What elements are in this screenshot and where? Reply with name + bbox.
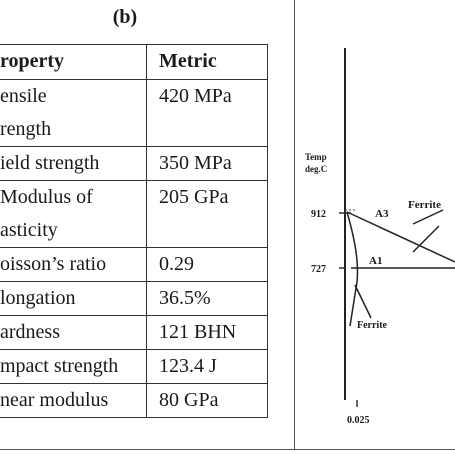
property-text: ardness xyxy=(0,321,60,343)
ferrite-label-upper: Ferrite xyxy=(408,199,441,211)
a3-label: A3 xyxy=(375,208,389,220)
table-row: near modulus 80 GPa xyxy=(0,383,268,418)
property-text: asticity xyxy=(0,219,58,241)
metric-cell: 80 GPa xyxy=(146,383,268,418)
property-cell: Modulus of asticity xyxy=(0,180,147,248)
property-cell: ield strength xyxy=(0,146,147,181)
tick-label-0025: 0.025 xyxy=(347,415,370,426)
header-property: roperty xyxy=(0,44,147,80)
ferrite-pointer-upper-arm xyxy=(412,225,440,253)
metric-cell: 350 MPa xyxy=(146,146,268,181)
property-cell: ensile rength xyxy=(0,79,147,147)
properties-table: roperty Metric ensile rength 420 MPa ield s… xyxy=(0,44,268,418)
metric-cell: 121 BHN xyxy=(146,315,268,350)
table-row: ardness 121 BHN xyxy=(0,315,268,350)
solvus-curve xyxy=(346,211,359,327)
property-text: rength xyxy=(0,118,52,140)
ferrite-label-lower: Ferrite xyxy=(357,320,388,331)
a1-label: A1 xyxy=(369,255,382,267)
phase-diagram: Temp deg.C 912 727 0.025 A3 A1 Ferrite F… xyxy=(305,48,455,426)
metric-cell: 0.29 xyxy=(146,247,268,282)
metric-cell: 420 MPa xyxy=(146,79,268,147)
ferrite-pointer-lower xyxy=(354,284,372,319)
table-header-row: roperty Metric xyxy=(0,44,268,80)
property-cell: longation xyxy=(0,281,147,316)
property-text: Modulus of xyxy=(0,186,93,208)
table-row: mpact strength 123.4 J xyxy=(0,349,268,384)
table-row: oisson’s ratio 0.29 xyxy=(0,247,268,282)
property-cell: near modulus xyxy=(0,383,147,418)
table-row: ensile rength 420 MPa xyxy=(0,79,268,147)
property-cell: mpact strength xyxy=(0,349,147,384)
tick-label-912: 912 xyxy=(311,209,326,220)
panel-divider xyxy=(294,0,295,450)
property-text: ield strength xyxy=(0,152,100,174)
table-row: longation 36.5% xyxy=(0,281,268,316)
header-metric: Metric xyxy=(146,44,268,80)
metric-cell: 205 GPa xyxy=(146,180,268,248)
table-row: ield strength 350 MPa xyxy=(0,146,268,181)
panel-label-b: (b) xyxy=(112,6,138,28)
metric-cell: 123.4 J xyxy=(146,349,268,384)
property-text: longation xyxy=(0,287,76,309)
y-axis-label-line2: deg.C xyxy=(305,164,327,174)
ferrite-pointer-upper xyxy=(412,209,444,225)
property-cell: oisson’s ratio xyxy=(0,247,147,282)
table-row: Modulus of asticity 205 GPa xyxy=(0,180,268,248)
tick-label-727: 727 xyxy=(311,264,326,275)
property-text: mpact strength xyxy=(0,355,119,377)
property-text: ensile xyxy=(0,85,47,107)
y-axis-label-line1: Temp xyxy=(305,152,327,162)
property-text: oisson’s ratio xyxy=(0,253,107,275)
property-cell: ardness xyxy=(0,315,147,350)
metric-cell: 36.5% xyxy=(146,281,268,316)
a3-line xyxy=(346,211,455,263)
property-text: near modulus xyxy=(0,389,109,411)
